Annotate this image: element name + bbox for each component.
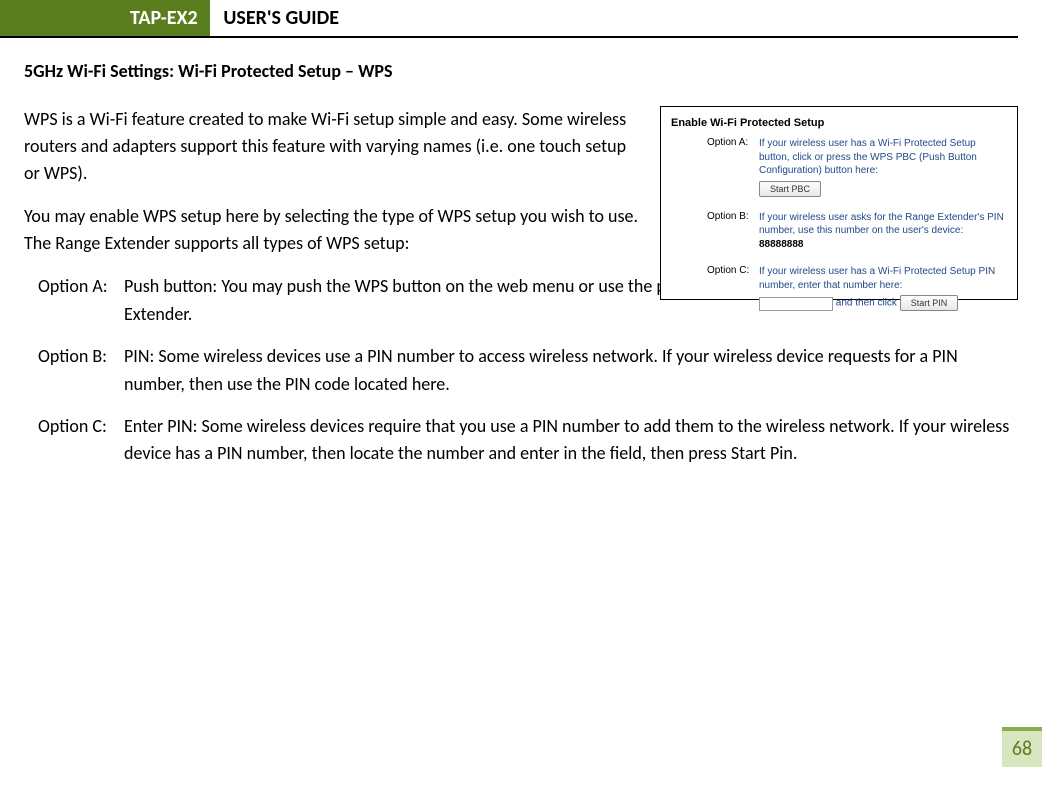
body-wrap: WPS is a Wi-Fi feature created to make W… — [24, 106, 1018, 468]
and-then-click-text: and then click — [833, 298, 900, 309]
section-heading: 5GHz Wi-Fi Settings: Wi-Fi Protected Set… — [24, 60, 1018, 82]
option-b-label: Option B: — [38, 343, 124, 399]
screenshot-option-c-text: If your wireless user has a Wi-Fi Protec… — [759, 266, 995, 291]
screenshot-pin-number: 88888888 — [759, 239, 804, 250]
screenshot-option-a-body: If your wireless user has a Wi-Fi Protec… — [759, 137, 1007, 197]
guide-title: USER'S GUIDE — [213, 0, 339, 36]
intro-paragraph-2: You may enable WPS setup here by selecti… — [24, 203, 644, 257]
screenshot-option-a: Option A: If your wireless user has a Wi… — [671, 137, 1007, 197]
screenshot-option-b: Option B: If your wireless user asks for… — [671, 211, 1007, 252]
start-pin-button[interactable]: Start PIN — [900, 295, 959, 311]
screenshot-option-a-text: If your wireless user has a Wi-Fi Protec… — [759, 138, 977, 176]
page-header: TAP-EX2 USER'S GUIDE — [0, 0, 1018, 38]
option-b-text: PIN: Some wireless devices use a PIN num… — [124, 343, 1018, 399]
option-b-block: Option B: PIN: Some wireless devices use… — [24, 343, 1018, 399]
option-c-text: Enter PIN: Some wireless devices require… — [124, 413, 1018, 469]
screenshot-title: Enable Wi-Fi Protected Setup — [671, 117, 1007, 129]
screenshot-option-b-text: If your wireless user asks for the Range… — [759, 212, 1004, 237]
page-number: 68 — [1002, 727, 1042, 767]
screenshot-option-a-label: Option A: — [707, 137, 759, 197]
screenshot-option-b-label: Option B: — [707, 211, 759, 252]
product-badge: TAP-EX2 — [0, 0, 210, 36]
screenshot-option-c-label: Option C: — [707, 265, 759, 311]
start-pbc-button[interactable]: Start PBC — [759, 181, 821, 197]
wps-settings-screenshot: Enable Wi-Fi Protected Setup Option A: I… — [660, 106, 1018, 300]
option-c-label: Option C: — [38, 413, 124, 469]
pin-input[interactable] — [759, 297, 833, 311]
option-c-block: Option C: Enter PIN: Some wireless devic… — [24, 413, 1018, 469]
page-content: 5GHz Wi-Fi Settings: Wi-Fi Protected Set… — [0, 38, 1042, 468]
screenshot-option-c-body: If your wireless user has a Wi-Fi Protec… — [759, 265, 1007, 311]
screenshot-option-b-body: If your wireless user asks for the Range… — [759, 211, 1007, 252]
screenshot-option-c: Option C: If your wireless user has a Wi… — [671, 265, 1007, 311]
option-a-label: Option A: — [38, 273, 124, 329]
intro-paragraph-1: WPS is a Wi-Fi feature created to make W… — [24, 106, 644, 187]
